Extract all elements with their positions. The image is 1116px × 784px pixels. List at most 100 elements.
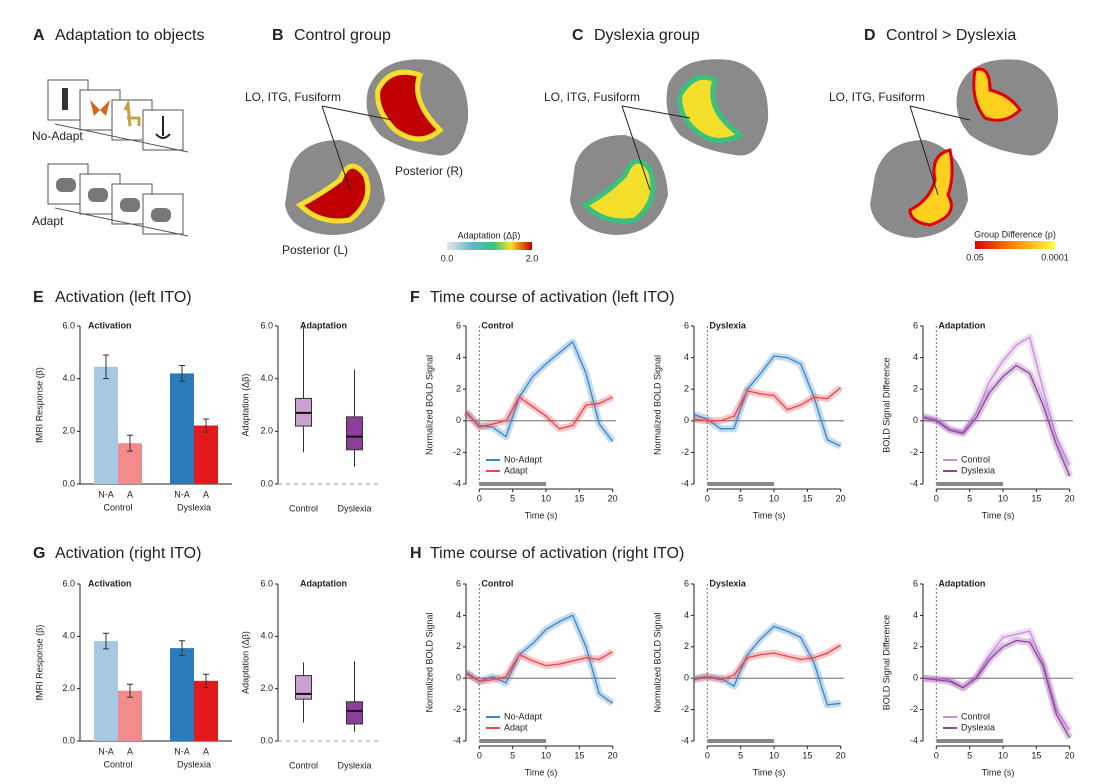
- x-tick-label: N-A: [98, 489, 114, 499]
- y-tick-label: 4.0: [260, 631, 273, 641]
- chart-title: Activation: [88, 320, 132, 330]
- y-axis-label: Normalized BOLD Signal: [652, 612, 662, 712]
- x-tick-label: 0: [705, 750, 710, 760]
- y-tick-label: 0.0: [62, 478, 75, 488]
- y-tick-label: 4: [913, 352, 918, 362]
- legend-label: No-Adapt: [504, 711, 543, 721]
- x-axis-label: Time (s): [525, 510, 558, 520]
- x-tick-label: 20: [836, 493, 846, 503]
- line: [693, 625, 841, 706]
- y-tick-label: -4: [453, 478, 461, 488]
- x-tick-label: 5: [967, 750, 972, 760]
- x-tick-label: 20: [1065, 750, 1075, 760]
- stimulus-bar: [479, 482, 546, 486]
- stimulus-bar: [707, 482, 774, 486]
- pointer-line: [909, 105, 971, 196]
- y-tick-label: 2: [684, 641, 689, 651]
- line-band: [922, 637, 1073, 740]
- x-tick-label: 5: [510, 493, 515, 503]
- line: [923, 630, 1071, 731]
- panel-label: H: [410, 545, 422, 562]
- colorbar-title: Group Difference (p): [974, 229, 1056, 239]
- y-axis-label: Normalized BOLD Signal: [424, 612, 434, 712]
- line: [922, 639, 1071, 739]
- y-axis-label: BOLD Signal Difference: [881, 615, 891, 710]
- colorbar-title: Adaptation (Δβ): [458, 230, 521, 240]
- x-tick-label: 10: [541, 750, 551, 760]
- chart-title: Control: [481, 578, 513, 588]
- panel-title: Adaptation to objects: [55, 27, 204, 44]
- row-label: Adapt: [32, 214, 64, 228]
- y-tick-label: -2: [910, 704, 918, 714]
- panel-title: Control group: [294, 27, 391, 44]
- y-tick-label: 4.0: [62, 373, 75, 383]
- y-tick-label: 0: [456, 673, 461, 683]
- x-tick-label: 15: [1031, 493, 1041, 503]
- stimulus-bar: [936, 482, 1003, 486]
- line-band: [463, 393, 615, 433]
- x-tick-label: 5: [510, 750, 515, 760]
- panel-b: B Control group LO, ITG, Fusiform Poster…: [245, 27, 538, 263]
- colorbar-label: 0.0001: [1041, 252, 1069, 262]
- panel-title: Activation (left ITO): [55, 289, 192, 306]
- x-tick-label: 5: [738, 750, 743, 760]
- x-tick-label: A: [127, 489, 133, 499]
- x-tick-label: Dyslexia: [337, 760, 371, 770]
- y-tick-label: -4: [681, 735, 689, 745]
- y-tick-label: -2: [453, 704, 461, 714]
- y-axis-label: BOLD Signal Difference: [881, 357, 891, 452]
- x-tick-label: 10: [769, 493, 779, 503]
- y-axis-label: Normalized BOLD Signal: [424, 355, 434, 455]
- x-tick-label: 15: [574, 750, 584, 760]
- bar: [194, 680, 218, 741]
- group-label: Dyslexia: [177, 502, 211, 512]
- stimulus-bar: [936, 739, 1003, 743]
- panel-a: A Adaptation to objects No-Adapt Adapt: [32, 27, 204, 237]
- bar: [94, 641, 118, 741]
- line: [465, 614, 614, 704]
- y-tick-label: 2.0: [260, 683, 273, 693]
- x-tick-label: 15: [574, 493, 584, 503]
- panel-label: D: [864, 27, 876, 44]
- pointer-line: [321, 105, 393, 191]
- activation-map: [972, 67, 1022, 122]
- x-axis-label: Time (s): [982, 510, 1015, 520]
- y-tick-label: 6.0: [62, 578, 75, 588]
- y-tick-label: 0.0: [62, 735, 75, 745]
- activation-map: [677, 74, 745, 143]
- panel-title: Activation (right ITO): [55, 545, 201, 562]
- y-tick-label: -4: [681, 478, 689, 488]
- chart-title: Dyslexia: [709, 578, 747, 588]
- y-axis-label: fMRI Response (β): [34, 625, 44, 701]
- y-tick-label: 6.0: [62, 320, 75, 330]
- y-tick-label: 4: [684, 610, 689, 620]
- x-tick-label: Control: [289, 503, 318, 513]
- y-tick-label: 6: [456, 320, 461, 330]
- panel-label: B: [272, 27, 284, 44]
- x-tick-label: 10: [998, 750, 1008, 760]
- colorbar-label: 0.0: [441, 253, 454, 263]
- box-body: [295, 675, 312, 700]
- panel-d: D Control > Dyslexia LO, ITG, Fusiform G…: [829, 27, 1069, 262]
- x-tick-label: 5: [967, 493, 972, 503]
- stimulus-bar: [479, 739, 546, 743]
- box-body: [346, 701, 363, 725]
- line-band: [922, 333, 1073, 467]
- error-bar: [179, 640, 185, 656]
- annotation: LO, ITG, Fusiform: [829, 90, 925, 104]
- annotation: Posterior (R): [395, 164, 463, 178]
- x-tick-label: 15: [1031, 750, 1041, 760]
- x-tick-label: 20: [608, 750, 618, 760]
- legend-label: Adapt: [504, 722, 528, 732]
- box-body: [346, 416, 363, 451]
- line: [922, 336, 1071, 466]
- y-tick-label: 6: [684, 578, 689, 588]
- x-tick-label: 20: [1065, 493, 1075, 503]
- y-axis-label: Adaptation (Δβ): [240, 374, 250, 437]
- panel-label: C: [572, 27, 584, 44]
- x-tick-label: 10: [769, 750, 779, 760]
- x-axis-label: Time (s): [982, 767, 1015, 777]
- y-tick-label: 2.0: [260, 426, 273, 436]
